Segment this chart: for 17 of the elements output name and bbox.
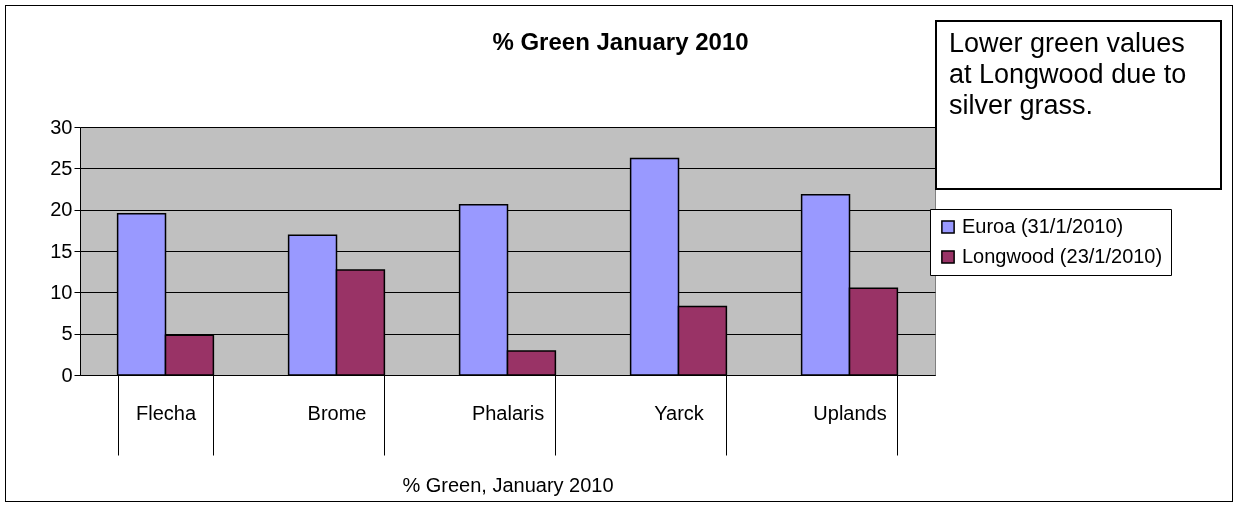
chart-title: % Green January 2010 [492,28,749,55]
y-tick-label: 30 [50,115,73,138]
x-axis-title: % Green, January 2010 [402,474,614,496]
y-tick-label: 20 [50,198,73,221]
x-tick-label: Flecha [135,401,197,424]
y-tick-label: 10 [50,280,73,303]
y-tick-label: 25 [50,156,73,179]
y-tick-label: 5 [61,322,73,345]
x-tick-label: Brome [307,401,367,424]
x-tick-label: Phalaris [471,401,545,424]
legend-label: Euroa (31/1/2010) [962,215,1124,237]
x-tick-label: Yarck [654,401,705,424]
text: Lower green values at Longwood due to silver grass. [935,20,1222,190]
y-tick-label: 0 [61,363,73,386]
x-tick-label: Uplands [813,401,887,424]
y-tick-label: 15 [50,239,73,262]
legend-label: Longwood (23/1/2010) [962,245,1163,267]
